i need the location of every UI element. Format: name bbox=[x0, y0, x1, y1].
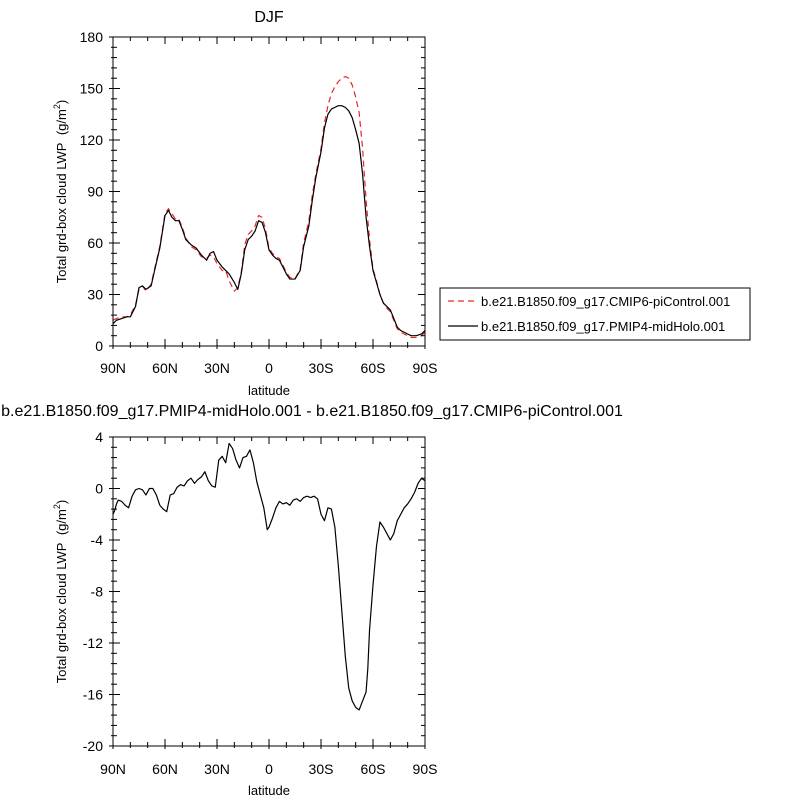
y-tick-label: -8 bbox=[91, 584, 104, 600]
legend-label-picontrol: b.e21.B1850.f09_g17.CMIP6-piControl.001 bbox=[481, 294, 730, 309]
bottom-axis-ticks bbox=[109, 436, 426, 749]
y-tick-label: 0 bbox=[95, 481, 103, 497]
legend-box bbox=[439, 287, 751, 341]
x-tick-label: 90S bbox=[413, 360, 438, 376]
x-tick-label: 60S bbox=[361, 761, 386, 777]
top-y-axis-title-unit-close: ) bbox=[54, 100, 69, 104]
top-y-axis-title-unit-exp: 2 bbox=[52, 104, 62, 109]
top-x-tick-labels: 90N 60N 30N 0 30S 60S 90S bbox=[100, 360, 437, 376]
x-tick-label: 30S bbox=[309, 360, 334, 376]
top-x-axis-title: latitude bbox=[248, 383, 290, 398]
y-tick-label: 120 bbox=[80, 132, 104, 148]
x-tick-label: 90S bbox=[413, 761, 438, 777]
series-line-1-0 bbox=[112, 442, 426, 711]
bottom-y-axis-title-unit: (g/m bbox=[54, 509, 69, 535]
y-tick-label: 4 bbox=[95, 429, 103, 445]
y-tick-label: 180 bbox=[80, 29, 104, 45]
series-line-0-1 bbox=[112, 105, 426, 337]
y-tick-label: 30 bbox=[87, 287, 103, 303]
bottom-plot-lines bbox=[112, 442, 426, 711]
x-tick-label: 30N bbox=[204, 761, 230, 777]
x-tick-label: 90N bbox=[100, 761, 126, 777]
y-tick-label: -16 bbox=[83, 687, 103, 703]
x-tick-label: 30N bbox=[204, 360, 230, 376]
x-tick-label: 60N bbox=[152, 761, 178, 777]
y-tick-label: 90 bbox=[87, 184, 103, 200]
series-line-0-0 bbox=[112, 75, 426, 339]
x-tick-label: 60N bbox=[152, 360, 178, 376]
y-tick-label: 150 bbox=[80, 81, 104, 97]
y-tick-label: 60 bbox=[87, 235, 103, 251]
bottom-y-axis-title-main: Total grd-box cloud LWP bbox=[54, 543, 69, 683]
bottom-y-axis-title-unit-exp: 2 bbox=[52, 504, 62, 509]
y-tick-label: -12 bbox=[83, 635, 103, 651]
bottom-y-axis-title-unit-close: ) bbox=[54, 500, 69, 504]
top-y-axis-title-unit: (g/m bbox=[54, 109, 69, 135]
y-tick-label: -20 bbox=[83, 738, 103, 754]
top-y-axis-title: Total grd-box cloud LWP (g/m2) bbox=[52, 100, 69, 283]
legend-label-midholo: b.e21.B1850.f09_g17.PMIP4-midHolo.001 bbox=[481, 319, 725, 334]
top-plot-frame bbox=[112, 36, 426, 347]
x-tick-label: 60S bbox=[361, 360, 386, 376]
bottom-panel: b.e21.B1850.f09_g17.PMIP4-midHolo.001 - … bbox=[1, 403, 623, 798]
x-tick-label: 90N bbox=[100, 360, 126, 376]
top-plot-lines bbox=[112, 75, 426, 339]
top-plot-title: DJF bbox=[254, 9, 284, 26]
top-y-tick-labels: 0 30 60 90 120 150 180 bbox=[80, 29, 104, 354]
x-tick-label: 0 bbox=[265, 360, 273, 376]
bottom-y-axis-title: Total grd-box cloud LWP (g/m2) bbox=[52, 500, 69, 683]
y-tick-label: 0 bbox=[95, 338, 103, 354]
bottom-y-tick-labels: -20 -16 -12 -8 -4 0 4 bbox=[83, 429, 103, 754]
x-tick-label: 30S bbox=[309, 761, 334, 777]
bottom-plot-frame bbox=[112, 436, 426, 747]
top-panel: DJF 90N 60N 30N 0 30S 60S 90S 0 30 60 90 120 150 180… bbox=[52, 9, 437, 398]
x-tick-label: 0 bbox=[265, 761, 273, 777]
bottom-x-axis-title: latitude bbox=[248, 783, 290, 798]
bottom-plot-title: b.e21.B1850.f09_g17.PMIP4-midHolo.001 - … bbox=[1, 403, 623, 420]
y-tick-label: -4 bbox=[91, 532, 104, 548]
bottom-x-tick-labels: 90N 60N 30N 0 30S 60S 90S bbox=[100, 761, 437, 777]
top-y-axis-title-main: Total grd-box cloud LWP bbox=[54, 143, 69, 283]
top-axis-ticks bbox=[109, 36, 426, 349]
legend: b.e21.B1850.f09_g17.CMIP6-piControl.001 … bbox=[439, 287, 751, 341]
